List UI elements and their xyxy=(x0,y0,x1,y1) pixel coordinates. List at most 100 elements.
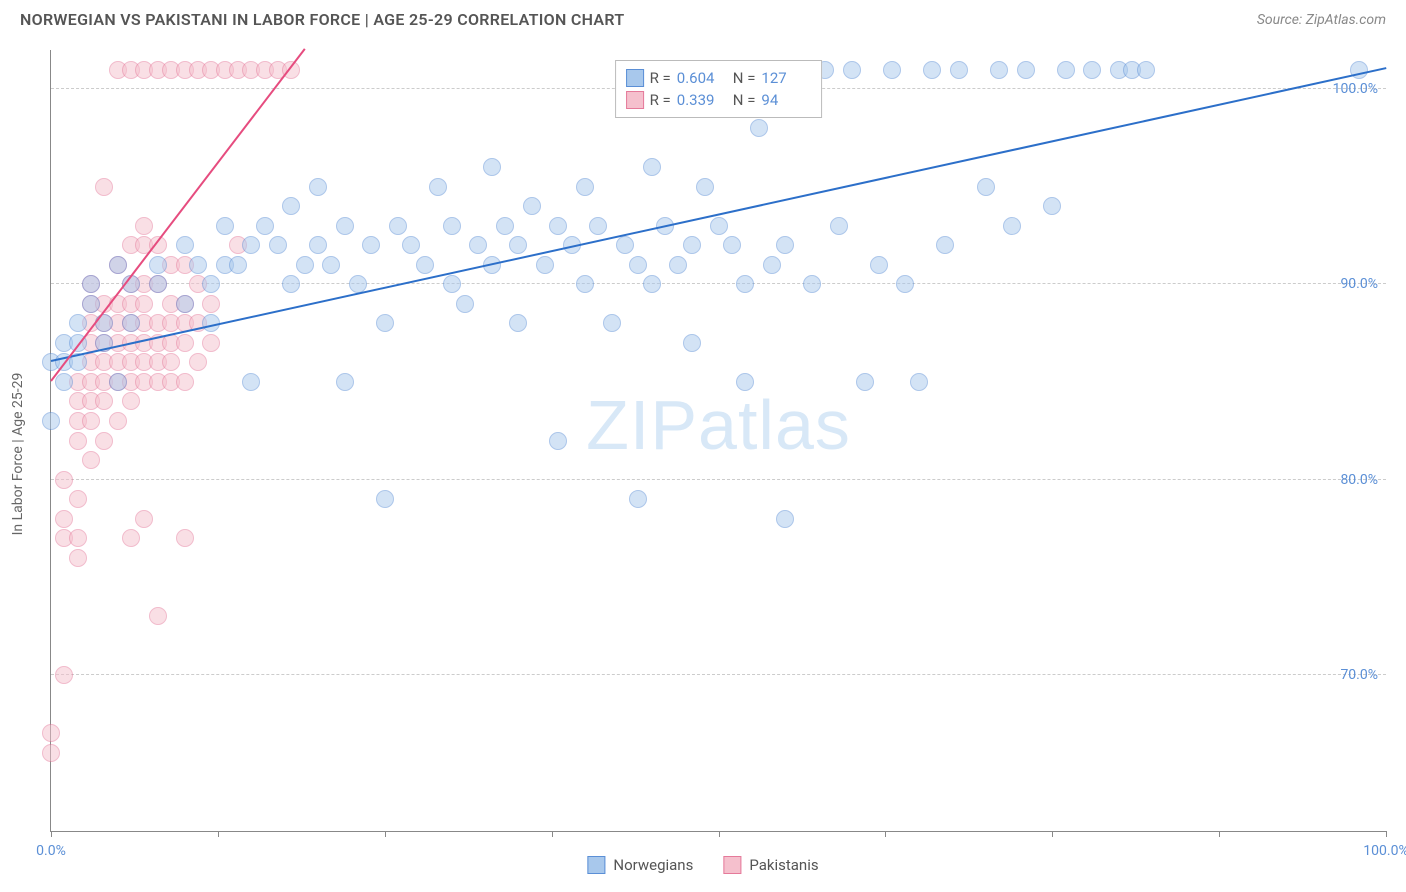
scatter-point xyxy=(282,275,300,293)
scatter-point xyxy=(990,61,1008,79)
x-tick xyxy=(385,831,386,837)
scatter-point xyxy=(135,217,153,235)
scatter-point xyxy=(750,119,768,137)
stat-r-norwegians: 0.604 xyxy=(677,69,727,87)
watermark: ZIPatlas xyxy=(586,385,851,465)
scatter-point xyxy=(216,217,234,235)
x-tick xyxy=(51,831,52,837)
legend-stats-row-pakistanis: R = 0.339 N = 94 xyxy=(626,89,812,111)
scatter-point xyxy=(95,178,113,196)
scatter-point xyxy=(589,217,607,235)
scatter-point xyxy=(69,432,87,450)
scatter-point xyxy=(443,217,461,235)
watermark-zip: ZIP xyxy=(586,386,698,464)
scatter-point xyxy=(429,178,447,196)
scatter-point xyxy=(55,510,73,528)
legend-bottom: Norwegians Pakistanis xyxy=(587,856,818,874)
scatter-point xyxy=(549,432,567,450)
scatter-point xyxy=(896,275,914,293)
stat-n-pakistanis: 94 xyxy=(761,91,811,109)
scatter-point xyxy=(336,217,354,235)
scatter-point xyxy=(229,256,247,274)
scatter-point xyxy=(469,236,487,254)
legend-label-norwegians: Norwegians xyxy=(613,856,693,874)
scatter-point xyxy=(736,373,754,391)
scatter-point xyxy=(1003,217,1021,235)
scatter-point xyxy=(376,314,394,332)
scatter-point xyxy=(376,490,394,508)
scatter-point xyxy=(42,412,60,430)
legend-item-norwegians: Norwegians xyxy=(587,856,693,874)
scatter-point xyxy=(176,334,194,352)
chart-title: NORWEGIAN VS PAKISTANI IN LABOR FORCE | … xyxy=(20,10,625,29)
scatter-point xyxy=(710,217,728,235)
stat-label-n: N = xyxy=(733,91,756,109)
chart-header: NORWEGIAN VS PAKISTANI IN LABOR FORCE | … xyxy=(0,0,1406,34)
scatter-point xyxy=(683,334,701,352)
scatter-point xyxy=(296,256,314,274)
legend-label-pakistanis: Pakistanis xyxy=(749,856,818,874)
scatter-point xyxy=(336,373,354,391)
x-tick-label: 0.0% xyxy=(36,843,66,859)
scatter-point xyxy=(443,275,461,293)
scatter-point xyxy=(55,373,73,391)
scatter-point xyxy=(109,412,127,430)
scatter-point xyxy=(1043,197,1061,215)
scatter-point xyxy=(109,373,127,391)
x-tick xyxy=(552,831,553,837)
scatter-point xyxy=(122,314,140,332)
scatter-point xyxy=(389,217,407,235)
scatter-point xyxy=(82,295,100,313)
scatter-point xyxy=(122,392,140,410)
scatter-point xyxy=(69,314,87,332)
scatter-point xyxy=(923,61,941,79)
x-tick xyxy=(1219,831,1220,837)
x-tick xyxy=(885,831,886,837)
scatter-point xyxy=(149,607,167,625)
scatter-point xyxy=(1017,61,1035,79)
scatter-point xyxy=(1137,61,1155,79)
y-tick-label: 90.0% xyxy=(1340,276,1378,292)
scatter-point xyxy=(135,295,153,313)
scatter-point xyxy=(162,353,180,371)
scatter-point xyxy=(456,295,474,313)
scatter-point xyxy=(269,236,287,254)
scatter-point xyxy=(55,666,73,684)
scatter-point xyxy=(149,275,167,293)
scatter-point xyxy=(109,256,127,274)
scatter-point xyxy=(643,158,661,176)
scatter-point xyxy=(843,61,861,79)
scatter-point xyxy=(669,256,687,274)
scatter-point xyxy=(643,275,661,293)
scatter-point xyxy=(509,236,527,254)
scatter-point xyxy=(776,510,794,528)
scatter-point xyxy=(683,236,701,254)
legend-swatch-pakistanis xyxy=(723,856,741,874)
scatter-point xyxy=(82,451,100,469)
stat-label-r: R = xyxy=(650,69,671,87)
scatter-point xyxy=(723,236,741,254)
scatter-point xyxy=(1057,61,1075,79)
legend-stats-row-norwegians: R = 0.604 N = 127 xyxy=(626,67,812,89)
x-tick xyxy=(1052,831,1053,837)
scatter-point xyxy=(950,61,968,79)
scatter-point xyxy=(483,158,501,176)
y-axis-label: In Labor Force | Age 25-29 xyxy=(10,373,26,536)
scatter-point xyxy=(856,373,874,391)
scatter-point xyxy=(910,373,928,391)
gridline xyxy=(51,674,1386,675)
scatter-point xyxy=(603,314,621,332)
scatter-point xyxy=(523,197,541,215)
scatter-point xyxy=(763,256,781,274)
scatter-point xyxy=(242,373,260,391)
legend-swatch-norwegians xyxy=(587,856,605,874)
scatter-point xyxy=(69,529,87,547)
scatter-point xyxy=(55,471,73,489)
legend-item-pakistanis: Pakistanis xyxy=(723,856,818,874)
scatter-point xyxy=(42,744,60,762)
scatter-point xyxy=(309,178,327,196)
legend-swatch-pakistanis xyxy=(626,91,644,109)
scatter-point xyxy=(309,236,327,254)
scatter-point xyxy=(189,256,207,274)
scatter-point xyxy=(202,295,220,313)
